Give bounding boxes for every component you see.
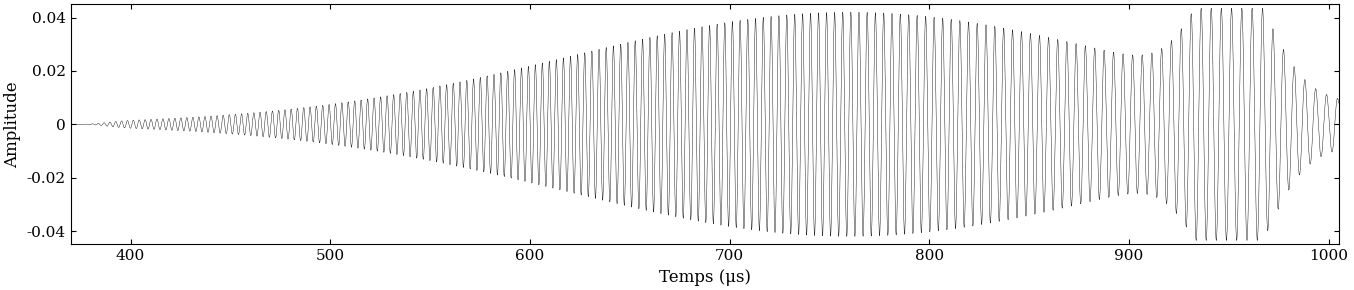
X-axis label: Temps (μs): Temps (μs) bbox=[658, 269, 750, 286]
Y-axis label: Amplitude: Amplitude bbox=[4, 81, 22, 168]
